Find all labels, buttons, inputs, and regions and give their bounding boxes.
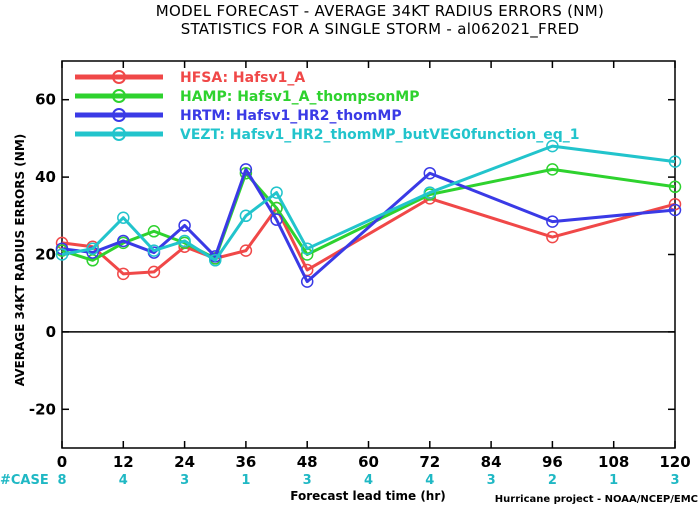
data-point (117, 234, 130, 248)
data-point (300, 242, 314, 255)
data-point (546, 139, 559, 153)
legend-marker (112, 108, 126, 122)
series-line-0 (61, 196, 676, 276)
data-point (239, 166, 253, 180)
data-point (546, 163, 559, 176)
data-point (117, 211, 130, 224)
chart-subtitle: STATISTICS FOR A SINGLE STORM - al062021… (181, 20, 580, 39)
case-count: 4 (119, 473, 128, 488)
x-tick-label: 120 (659, 453, 690, 471)
data-point (178, 234, 191, 248)
case-count: 3 (670, 473, 679, 488)
x-tick-label: 48 (297, 453, 318, 471)
x-tick-label: 60 (358, 453, 379, 471)
data-point (178, 219, 191, 232)
case-count: 4 (364, 473, 373, 488)
data-point (668, 197, 682, 211)
legend-label: HFSA: Hafsv1_A (180, 70, 305, 86)
legend-marker (112, 89, 126, 103)
case-count: 8 (57, 473, 66, 488)
legend: HFSA: Hafsv1_A HAMP: Hafsv1_A_thompsonMP H… (75, 70, 580, 143)
data-point (86, 242, 99, 255)
data-point (546, 230, 559, 244)
legend-marker (112, 70, 126, 84)
data-point (55, 248, 69, 261)
y-tick-label: 0 (46, 323, 56, 341)
data-point (147, 244, 161, 257)
credit-text: Hurricane project - NOAA/NCEP/EMC (495, 494, 698, 505)
data-point (668, 203, 682, 217)
y-tick-label: 40 (35, 168, 56, 186)
series-line-3 (61, 144, 676, 262)
y-tick-label: 60 (35, 91, 56, 109)
data-point (423, 186, 437, 199)
data-point (209, 254, 222, 267)
y-axis-label: AVERAGE 34KT RADIUS ERRORS (NM) (13, 134, 27, 386)
x-axis-label: Forecast lead time (hr) (290, 489, 446, 503)
chart-title: MODEL FORECAST - AVERAGE 34KT RADIUS ERR… (156, 2, 604, 20)
data-point (270, 213, 283, 226)
data-point (546, 215, 559, 228)
legend-marker (112, 127, 126, 141)
case-count: 4 (425, 473, 434, 488)
legend-label: VEZT: Hafsv1_HR2_thomMP_butVEG0function_… (180, 127, 580, 143)
data-point (270, 186, 283, 199)
data-point (147, 225, 161, 238)
x-axis: 0 12 24 36 48 60 72 84 96 108 120 (57, 61, 691, 471)
legend-label: HAMP: Hafsv1_A_thompsonMP (180, 89, 420, 105)
y-axis: -20 0 20 40 60 (29, 91, 675, 418)
data-point (147, 265, 161, 279)
data-point (239, 209, 253, 223)
case-count: 1 (241, 473, 250, 488)
x-tick-label: 12 (113, 453, 134, 471)
x-tick-label: 24 (174, 453, 195, 471)
data-point (117, 267, 130, 281)
case-counts: 8 4 3 1 3 4 4 3 2 1 3 (57, 473, 679, 488)
case-count: 1 (609, 473, 618, 488)
data-point (239, 244, 253, 257)
x-tick-label: 108 (598, 453, 629, 471)
legend-label: HRTM: Hafsv1_HR2_thomMP (180, 108, 402, 124)
data-point (668, 180, 682, 194)
y-tick-label: 20 (35, 246, 56, 264)
y-tick-label: -20 (29, 400, 56, 418)
data-point (423, 166, 437, 180)
series-layer (55, 139, 682, 288)
x-tick-label: 84 (481, 453, 502, 471)
case-count: 3 (303, 473, 312, 488)
case-label: #CASE (0, 473, 49, 488)
x-tick-label: 36 (235, 453, 256, 471)
data-point (239, 163, 253, 176)
case-count: 2 (548, 473, 557, 488)
case-count: 3 (180, 473, 189, 488)
data-point (300, 275, 314, 288)
x-tick-label: 96 (542, 453, 563, 471)
data-point (668, 155, 682, 168)
x-tick-label: 0 (57, 453, 67, 471)
x-tick-label: 72 (419, 453, 440, 471)
case-count: 3 (487, 473, 496, 488)
